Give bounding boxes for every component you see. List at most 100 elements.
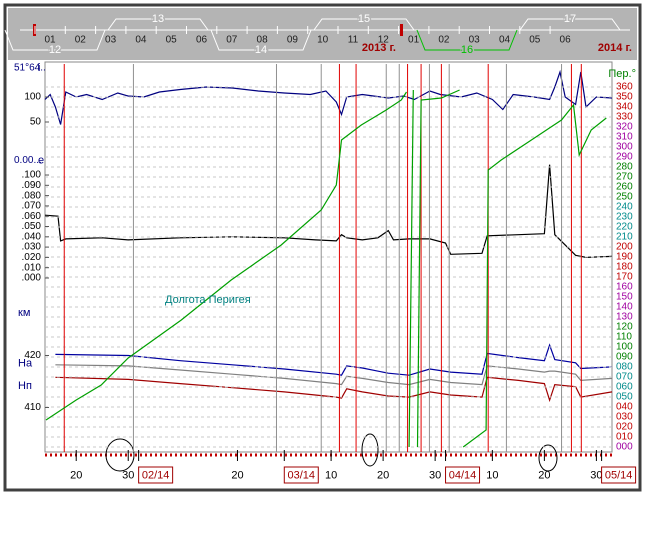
- month-label: 10: [317, 35, 329, 46]
- annotation: Долгота Перигея: [165, 294, 251, 306]
- y-tick-label: 150: [616, 292, 633, 303]
- x-tick-label: 02/14: [142, 469, 170, 481]
- y-tick-label: .080: [22, 190, 42, 201]
- y-tick-label: 050: [616, 392, 633, 403]
- y-tick-label: .090: [22, 180, 42, 191]
- y-tick-label: 270: [616, 172, 633, 183]
- period-label: 16: [461, 44, 473, 56]
- series-name: Hа: [18, 357, 33, 369]
- series-line: [55, 376, 613, 403]
- y-tick-label: 110: [616, 332, 632, 343]
- month-label: 01: [44, 35, 56, 46]
- y-tick-label: 060: [616, 382, 633, 393]
- period-label: 17: [564, 13, 576, 25]
- y-tick-label: .010: [22, 262, 42, 273]
- series-line: [45, 89, 607, 448]
- y-tick-label: .000: [22, 273, 42, 284]
- y-tick-label: 410: [24, 402, 41, 413]
- y-tick-label: 090: [616, 352, 633, 363]
- axis-note: 51°64..: [14, 63, 46, 74]
- y-tick-label: 020: [616, 422, 633, 433]
- y-tick-label: 210: [616, 232, 633, 243]
- y-tick-label: .100: [22, 170, 42, 181]
- y-tick-label: .040: [22, 231, 42, 242]
- y-axis-label: Пер.°: [608, 68, 636, 80]
- y-tick-label: 310: [616, 132, 633, 143]
- y-tick-label: 280: [616, 162, 633, 173]
- y-tick-label: .060: [22, 211, 42, 222]
- tick-box: [445, 466, 481, 484]
- x-tick-label: 10: [486, 469, 498, 481]
- month-label: 04: [135, 35, 147, 46]
- month-label: 06: [196, 35, 208, 46]
- y-tick-label: 070: [616, 372, 633, 383]
- y-tick-label: 000: [616, 442, 633, 453]
- x-tick-label: 30: [429, 469, 441, 481]
- y-tick-label: 160: [616, 282, 633, 293]
- x-tick-label: 30: [122, 469, 134, 481]
- tick-box: [601, 466, 637, 484]
- y-tick-label: 010: [616, 432, 633, 443]
- period-bracket: [313, 18, 415, 31]
- y-tick-label: .070: [22, 201, 42, 212]
- year-marker: [400, 24, 403, 36]
- y-tick-label: 240: [616, 202, 633, 213]
- y-tick-label: 170: [616, 272, 633, 283]
- series-line: [55, 364, 613, 386]
- month-label: 07: [226, 35, 238, 46]
- month-label: 02: [75, 35, 87, 46]
- x-tick-label: 04/14: [449, 469, 477, 481]
- month-label: 11: [348, 35, 359, 46]
- y-tick-label: 100: [616, 342, 633, 353]
- y-tick-label: .030: [22, 242, 42, 253]
- x-tick-label: 20: [538, 469, 550, 481]
- x-tick-label: 10: [325, 469, 337, 481]
- y-tick-label: 140: [616, 302, 633, 313]
- month-label: 05: [166, 35, 178, 46]
- tick-box: [138, 466, 174, 484]
- axis-note: 0.00...: [14, 155, 42, 166]
- timeline-bar: [8, 8, 637, 60]
- y-tick-label: 040: [616, 402, 633, 413]
- tick-box: [283, 466, 319, 484]
- y-tick-label: 180: [616, 262, 633, 273]
- y-tick-label: 030: [616, 412, 633, 423]
- highlight-circle: [105, 438, 135, 472]
- highlight-circle: [538, 444, 558, 472]
- month-label: 06: [560, 35, 572, 46]
- x-tick-label: 20: [231, 469, 243, 481]
- y-tick-label: 330: [616, 112, 633, 123]
- year-label: 2013 г.: [362, 42, 396, 54]
- y-tick-label: .020: [22, 252, 42, 263]
- y-tick-label: 50: [30, 117, 42, 128]
- y-tick-label: 420: [24, 350, 41, 361]
- month-label: 09: [287, 35, 299, 46]
- period-bracket: [519, 18, 621, 31]
- y-tick-label: .050: [22, 221, 42, 232]
- x-tick-label: 20: [377, 469, 389, 481]
- plot-layer: [44, 64, 613, 452]
- series-name: Hп: [18, 380, 32, 392]
- period-bracket: [4, 29, 106, 51]
- y-axis-label: км: [18, 307, 30, 319]
- y-tick-label: 220: [616, 222, 633, 233]
- y-tick-label: 350: [616, 92, 633, 103]
- highlight-circle: [361, 433, 379, 467]
- y-tick-label: 230: [616, 212, 633, 223]
- y-tick-label: 300: [616, 142, 633, 153]
- month-label: 05: [529, 35, 541, 46]
- y-tick-label: 340: [616, 102, 633, 113]
- x-tick-label: 05/14: [605, 469, 633, 481]
- y-tick-label: 190: [616, 252, 633, 263]
- period-label: 15: [358, 13, 370, 25]
- period-label: 12: [49, 44, 61, 56]
- month-label: 08: [257, 35, 269, 46]
- month-label: 03: [105, 35, 117, 46]
- series-line: [44, 164, 613, 259]
- month-label: 12: [378, 35, 390, 46]
- y-tick-label: 100: [24, 92, 41, 103]
- y-tick-label: 130: [616, 312, 633, 323]
- y-axis-label: i: [38, 62, 40, 74]
- month-label: 04: [499, 35, 511, 46]
